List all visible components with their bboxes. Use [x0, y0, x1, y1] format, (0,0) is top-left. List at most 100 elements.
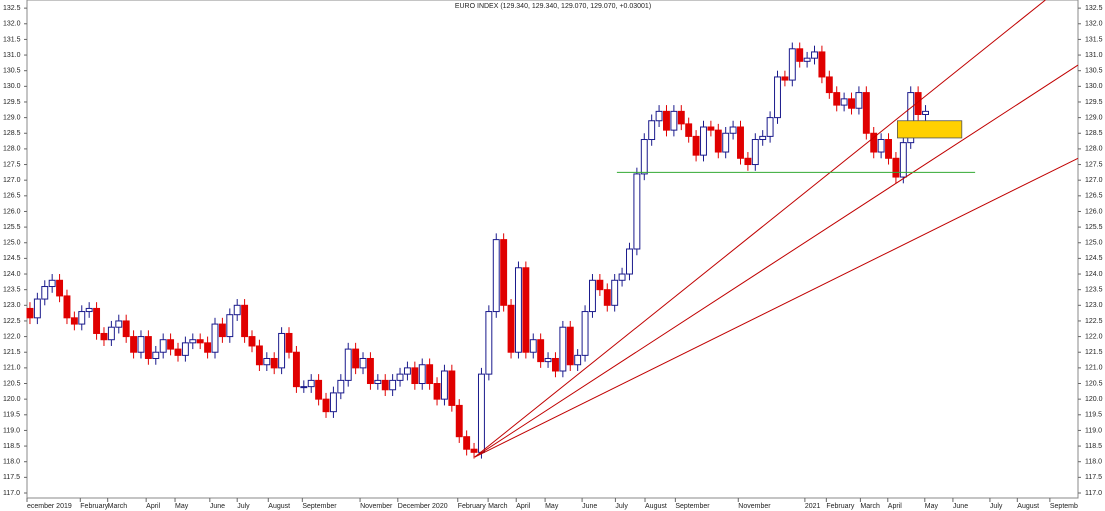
candle-body [48, 279, 56, 288]
candle-body [226, 314, 234, 338]
x-tick-label: May [545, 503, 559, 510]
candle-body [507, 304, 515, 353]
y-tick-label: 123.5 [3, 287, 21, 294]
candle-body [737, 126, 744, 159]
y-tick-label: 127.0 [1085, 177, 1103, 184]
candle-body [537, 339, 545, 363]
x-tick-label: September [675, 503, 710, 510]
candle-body [329, 392, 337, 413]
candle-body [796, 48, 804, 62]
candle-body [403, 367, 411, 375]
x-tick-label: February [80, 503, 109, 510]
y-tick-label: 118.0 [3, 459, 20, 466]
y-tick-label: 122.0 [1085, 333, 1103, 340]
candle-body [366, 357, 374, 385]
candle-body [922, 110, 929, 115]
y-tick-label: 123.5 [1085, 287, 1103, 294]
candle-body [707, 126, 715, 131]
candle-body [463, 436, 471, 450]
candle-body [774, 76, 781, 119]
candle-body [700, 126, 707, 156]
x-tick-label: July [237, 503, 250, 510]
candle-body [255, 345, 263, 366]
candle-body [766, 117, 774, 137]
candle-body [448, 370, 456, 406]
x-tick-label: September [302, 503, 337, 510]
candle-body [204, 342, 212, 353]
x-tick-label: March [108, 503, 128, 510]
trend-line [474, 64, 1079, 458]
y-tick-label: 124.5 [3, 255, 21, 262]
candle-body [618, 273, 626, 281]
candle-body [677, 110, 685, 125]
candle-body [811, 51, 818, 59]
candle-body [93, 307, 101, 334]
candle-body [130, 336, 138, 353]
candle-body [181, 342, 189, 356]
x-tick-label: July [990, 503, 1003, 510]
y-tick-label: 118.0 [1085, 459, 1102, 466]
y-tick-label: 131.0 [3, 52, 21, 59]
candle-body [337, 379, 345, 394]
candle-body [596, 279, 604, 291]
candle-body [315, 379, 323, 400]
y-tick-label: 120.5 [3, 380, 21, 387]
y-tick-label: 120.5 [1085, 380, 1103, 387]
candle-body [233, 304, 241, 316]
y-tick-label: 121.5 [1085, 349, 1103, 356]
y-tick-label: 121.0 [1085, 365, 1103, 372]
candle-body [278, 332, 286, 369]
y-tick-label: 123.0 [3, 302, 21, 309]
y-tick-label: 126.0 [3, 208, 21, 215]
candle-body [159, 339, 167, 353]
candle-body [907, 92, 915, 144]
candle-body [855, 92, 863, 109]
candle-body [692, 135, 700, 156]
y-tick-label: 119.0 [3, 427, 20, 434]
x-tick-label: July [615, 503, 628, 510]
x-tick-label: August [1017, 503, 1039, 510]
candle-body [381, 379, 389, 391]
candle-body [174, 348, 182, 356]
candle-body [477, 373, 485, 453]
y-tick-label: 122.5 [1085, 318, 1103, 325]
y-tick-label: 130.0 [3, 83, 21, 90]
y-tick-label: 129.0 [3, 114, 21, 121]
candle-body [589, 279, 596, 313]
y-tick-label: 117.0 [3, 490, 20, 497]
candle-body [189, 339, 197, 344]
y-tick-label: 117.5 [1085, 474, 1102, 481]
y-tick-label: 125.0 [3, 240, 21, 247]
candle-body [63, 295, 71, 319]
candle-body [167, 339, 175, 350]
y-tick-label: 125.5 [1085, 224, 1103, 231]
x-tick-label: March [488, 503, 508, 510]
y-tick-label: 126.5 [3, 193, 21, 200]
candle-body [70, 317, 78, 325]
candle-body [500, 239, 508, 306]
candle-body [270, 357, 278, 369]
y-tick-label: 122.0 [3, 333, 21, 340]
candle-body [848, 98, 855, 109]
candle-body [581, 311, 589, 356]
y-tick-label: 132.5 [3, 5, 21, 12]
candle-body [26, 307, 34, 319]
plot-frame [26, 0, 1079, 499]
candle-body [648, 120, 656, 141]
candle-body [115, 320, 123, 328]
candle-body [640, 139, 648, 175]
y-tick-label: 132.0 [3, 21, 21, 28]
candle-body [396, 373, 404, 381]
candle-body [514, 267, 522, 353]
y-tick-label: 120.0 [3, 396, 21, 403]
candle-body [100, 332, 108, 341]
x-tick-label: November [738, 503, 771, 510]
y-tick-label: 130.0 [1085, 83, 1103, 90]
x-tick-label: ecember 2019 [27, 503, 72, 510]
candle-body [307, 379, 315, 388]
candle-body [374, 379, 382, 385]
candle-body [870, 132, 878, 153]
candle-body [152, 351, 160, 359]
candle-body [633, 173, 641, 250]
